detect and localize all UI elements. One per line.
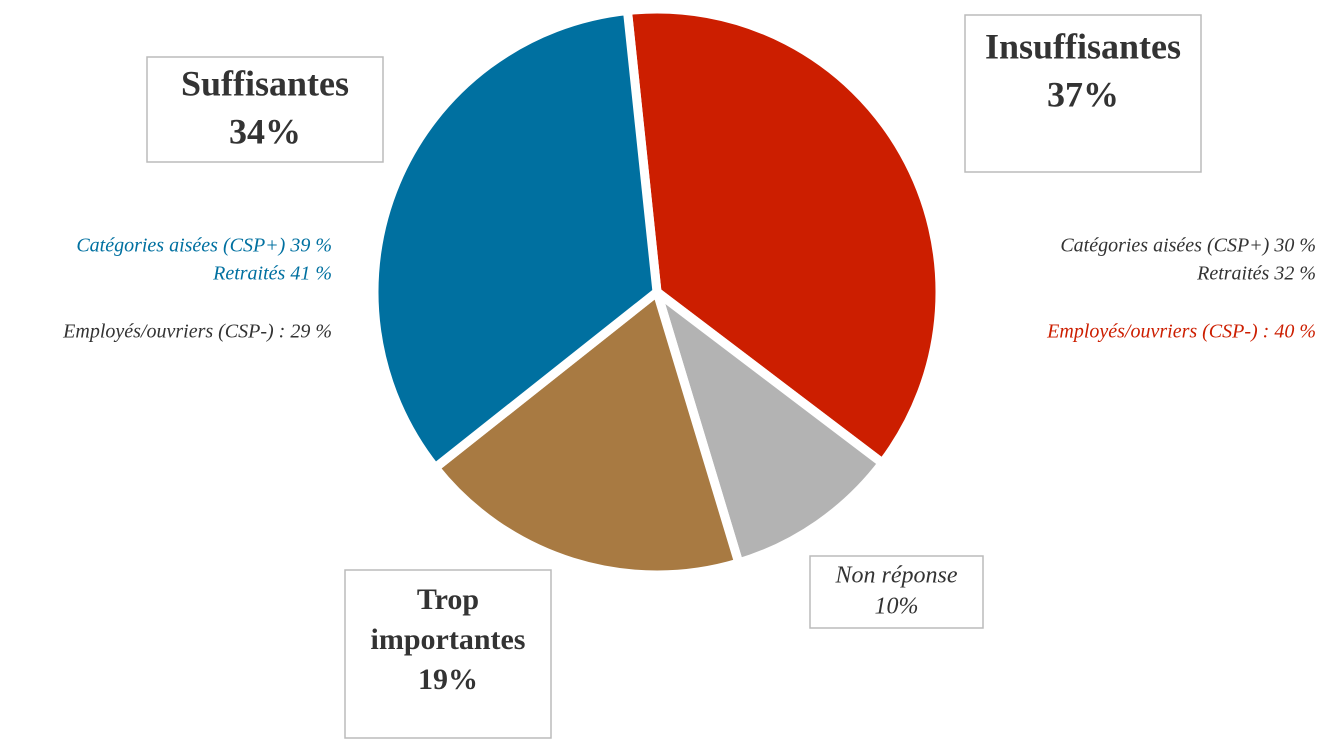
slice-label: Insuffisantes <box>985 26 1181 66</box>
slice-label: Trop importantes <box>371 583 526 656</box>
slice-label: Suffisantes <box>181 63 349 103</box>
label-box <box>146 56 384 163</box>
annotation: Catégories aisées (CSP+) 30 % <box>1060 235 1316 257</box>
annotation: Employés/ouvriers (CSP-) : 29 % <box>62 321 332 343</box>
annotation: Retraités 41 % <box>212 263 332 285</box>
pie-slice <box>430 287 744 580</box>
label-box <box>809 555 984 629</box>
pie-slice <box>652 287 887 568</box>
annotation: Employés/ouvriers (CSP-) : 40 % <box>1046 321 1316 343</box>
pie-slice <box>369 6 662 473</box>
slice-value-label: 10% <box>875 594 919 620</box>
annotation: Retraités 32 % <box>1196 263 1316 285</box>
slice-value-label: 19% <box>418 663 478 696</box>
slice-value-label: 34% <box>229 111 301 151</box>
label-box <box>344 569 552 739</box>
annotation: Catégories aisées (CSP+) 39 % <box>76 235 332 257</box>
label-box <box>964 14 1202 173</box>
pie-slice <box>622 4 945 468</box>
slice-value-label: 37% <box>1047 74 1119 114</box>
slice-label: Non réponse <box>835 563 958 589</box>
